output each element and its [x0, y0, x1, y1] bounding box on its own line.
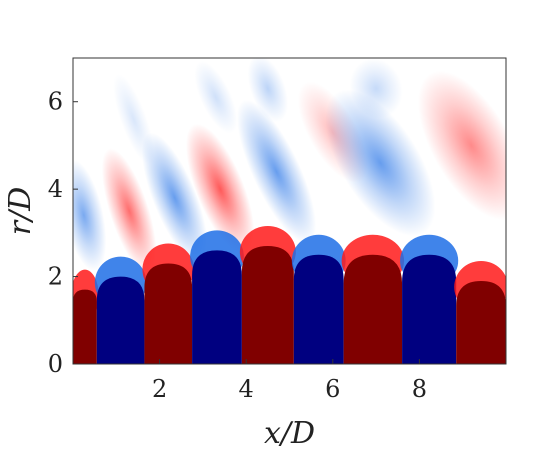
x-tick-label: 6 [325, 375, 340, 403]
core-band-2 [96, 276, 145, 364]
core-band-9 [456, 280, 506, 364]
y-tick-label: 0 [48, 350, 63, 378]
contour-lobe-6 [194, 61, 238, 134]
x-tick-label: 4 [239, 375, 254, 403]
contour-field [73, 58, 506, 364]
x-tick-label: 2 [152, 375, 167, 403]
core-band-4 [192, 250, 242, 364]
contour-lobe-10 [325, 89, 436, 237]
contour-lobe-2 [101, 148, 157, 274]
core-band-5 [241, 245, 294, 364]
x-tick-label: 8 [412, 375, 427, 403]
core-band-6 [293, 254, 344, 364]
x-axis-label: x/D [264, 416, 315, 450]
y-tick-label: 6 [48, 88, 63, 116]
y-tick-label: 2 [48, 263, 63, 291]
contour-lobe-12 [417, 70, 506, 220]
core-band-1 [73, 289, 97, 364]
contour-lobe-4 [141, 132, 208, 264]
y-axis-label: r/D [3, 187, 38, 236]
axis-ticks: 2 4 6 8 0 2 4 6 [48, 88, 427, 403]
contour-lobe-8 [247, 58, 289, 122]
core-band-8 [402, 254, 457, 364]
contour-lobe-7 [236, 99, 317, 244]
plot-frame [72, 57, 507, 365]
contour-lobe-11 [349, 58, 403, 119]
contour-lobe-5 [185, 123, 255, 255]
core-band-3 [144, 263, 193, 364]
contour-lobe-1 [73, 159, 107, 272]
y-tick-label: 4 [48, 175, 63, 203]
core-band-7 [343, 254, 403, 364]
